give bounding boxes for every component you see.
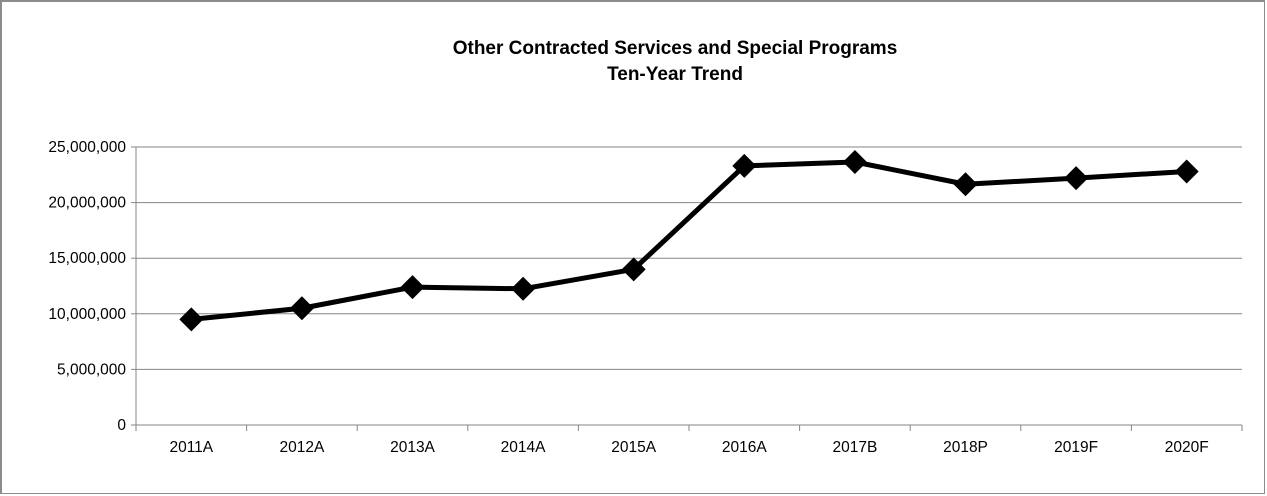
x-axis-ticks: 2011A 2012A 2013A 2014A 2015A 2016A 2017B 2018P… — [135, 425, 1243, 456]
data-point-marker — [1174, 159, 1199, 184]
series-group — [179, 150, 1199, 332]
data-point-marker — [511, 276, 536, 301]
data-point-marker — [400, 275, 425, 300]
y-tick-label: 0 — [117, 417, 126, 434]
x-tick-label: 2015A — [611, 439, 656, 456]
x-tick-label: 2019F — [1054, 439, 1098, 456]
x-tick-label: 2018P — [943, 439, 988, 456]
x-tick-label: 2016A — [722, 439, 767, 456]
data-point-marker — [179, 307, 204, 332]
y-tick-label: 10,000,000 — [48, 306, 126, 323]
data-point-marker — [621, 257, 646, 282]
gridlines — [136, 146, 1242, 370]
series-line — [191, 159, 1187, 322]
y-tick-label: 20,000,000 — [48, 195, 126, 212]
data-point-marker — [289, 296, 314, 321]
x-tick-label: 2012A — [279, 439, 324, 456]
chart-title: Other Contracted Services and Special Pr… — [453, 38, 898, 59]
y-axis-ticks: 0 5,000,000 10,000,000 15,000,000 20,000,000… — [48, 139, 136, 434]
data-point-marker — [1064, 166, 1089, 191]
data-point-marker — [732, 153, 757, 178]
y-tick-label: 5,000,000 — [57, 361, 126, 378]
x-tick-label: 2020F — [1165, 439, 1209, 456]
data-point-marker — [842, 150, 867, 175]
y-tick-label: 15,000,000 — [48, 250, 126, 267]
data-point-marker — [953, 172, 978, 197]
x-tick-label: 2017B — [832, 439, 877, 456]
x-tick-label: 2013A — [390, 439, 435, 456]
x-tick-label: 2014A — [501, 439, 546, 456]
chart-subtitle: Ten-Year Trend — [607, 64, 743, 85]
x-tick-label: 2011A — [169, 439, 213, 456]
y-tick-label: 25,000,000 — [48, 139, 126, 156]
